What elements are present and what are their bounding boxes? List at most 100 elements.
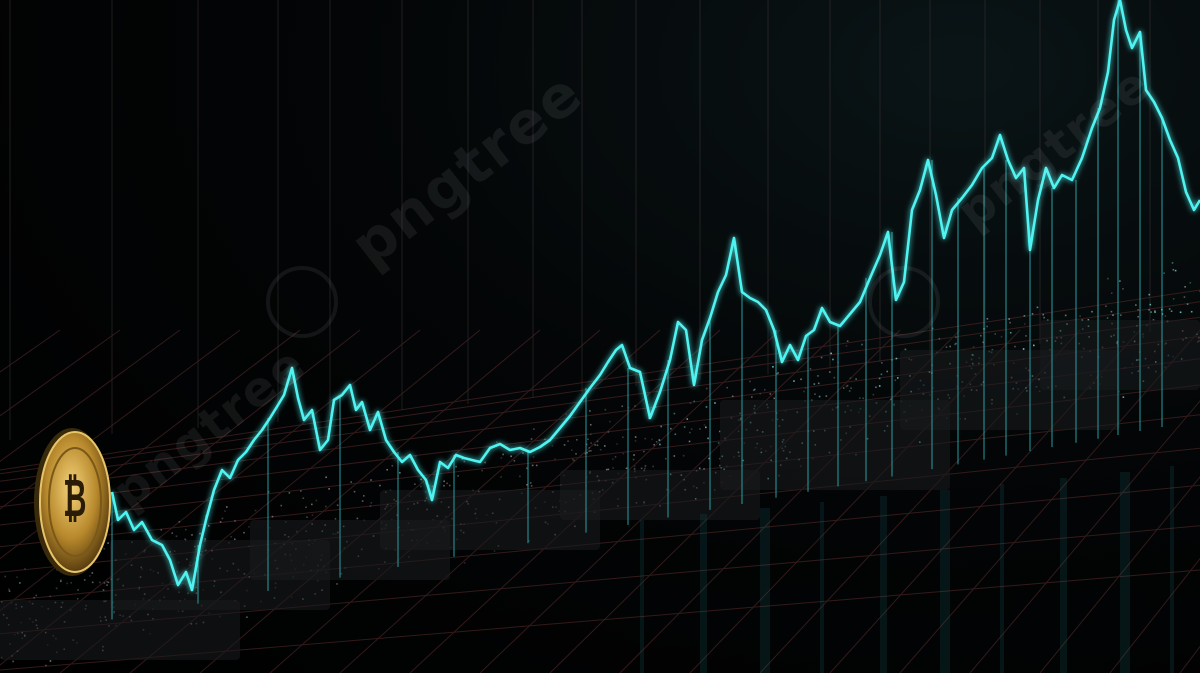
particle xyxy=(994,333,997,335)
particle xyxy=(972,346,975,348)
particle xyxy=(895,357,898,360)
particle xyxy=(931,327,934,330)
particle xyxy=(554,458,556,461)
particle xyxy=(878,377,881,380)
particle xyxy=(633,465,636,468)
particle xyxy=(379,484,381,487)
particle xyxy=(1110,310,1113,313)
particle xyxy=(1152,319,1155,321)
particle xyxy=(622,452,625,455)
reflection-streak xyxy=(880,496,887,673)
particle xyxy=(862,397,864,400)
particle xyxy=(1148,309,1150,311)
particle xyxy=(753,388,756,391)
particle xyxy=(1025,335,1027,337)
particle xyxy=(749,380,751,383)
particle xyxy=(102,589,105,591)
particle xyxy=(609,420,611,423)
bitcoin-coin: ₿ xyxy=(34,428,111,576)
particle xyxy=(420,485,422,488)
particle xyxy=(1174,269,1177,272)
particle xyxy=(1043,316,1045,319)
particle xyxy=(588,447,591,449)
particle xyxy=(590,449,592,452)
particle xyxy=(688,440,691,443)
particle xyxy=(191,534,193,536)
particle xyxy=(267,491,270,493)
particle xyxy=(4,575,7,578)
particle xyxy=(60,579,62,581)
particle xyxy=(632,458,635,461)
grid-line xyxy=(0,329,121,417)
particle xyxy=(570,449,573,451)
particle xyxy=(833,376,836,379)
particle xyxy=(233,538,236,541)
particle xyxy=(1000,335,1003,338)
particle xyxy=(226,506,228,508)
particle xyxy=(654,406,657,408)
particle xyxy=(76,597,79,600)
particle xyxy=(682,454,685,457)
particle xyxy=(184,538,186,541)
particle xyxy=(621,405,624,408)
particle xyxy=(481,469,483,472)
particle xyxy=(804,387,807,389)
particle xyxy=(1150,311,1152,313)
particle xyxy=(448,484,451,487)
particle xyxy=(763,388,766,391)
particle xyxy=(705,387,708,390)
particle xyxy=(77,589,79,591)
particle xyxy=(658,439,661,441)
particle xyxy=(818,395,821,398)
reflection-streak xyxy=(940,490,950,673)
particle xyxy=(45,664,47,667)
particle xyxy=(280,504,283,507)
particle xyxy=(849,377,852,379)
particle xyxy=(652,465,654,468)
particle xyxy=(881,362,883,364)
particle xyxy=(529,482,532,484)
particle xyxy=(1009,321,1011,324)
particle xyxy=(91,572,94,574)
particle xyxy=(56,569,58,571)
particle xyxy=(633,468,636,470)
particle xyxy=(886,370,889,373)
particle xyxy=(325,476,327,479)
particle xyxy=(949,345,951,348)
reflection-streak xyxy=(1000,484,1004,673)
particle xyxy=(391,464,394,467)
particle xyxy=(596,444,599,447)
particle xyxy=(16,576,18,578)
particle xyxy=(1031,313,1034,315)
particle xyxy=(33,596,35,599)
particle xyxy=(809,368,812,370)
particle xyxy=(640,467,643,470)
particle xyxy=(103,582,106,584)
particle xyxy=(526,483,528,486)
particle xyxy=(234,520,236,522)
particle xyxy=(334,518,337,520)
particle xyxy=(803,390,805,393)
particle xyxy=(1183,296,1186,298)
particle xyxy=(1190,310,1193,313)
particle xyxy=(305,506,307,509)
particle xyxy=(1153,310,1156,312)
particle xyxy=(622,436,624,439)
grid-line xyxy=(0,289,1200,471)
particle xyxy=(938,337,941,340)
data-block xyxy=(0,600,240,660)
drop-lines xyxy=(111,0,1163,620)
particle xyxy=(1171,262,1174,264)
particle xyxy=(589,433,592,436)
particle xyxy=(510,455,512,458)
particle xyxy=(178,520,181,523)
particle xyxy=(614,456,617,458)
grid-line xyxy=(0,316,1200,482)
particle xyxy=(522,452,524,454)
particle xyxy=(817,382,820,385)
particle xyxy=(107,542,109,544)
particle xyxy=(979,334,982,337)
particle xyxy=(160,529,163,531)
particle xyxy=(718,430,721,433)
bitcoin-icon: ₿ xyxy=(63,468,86,529)
